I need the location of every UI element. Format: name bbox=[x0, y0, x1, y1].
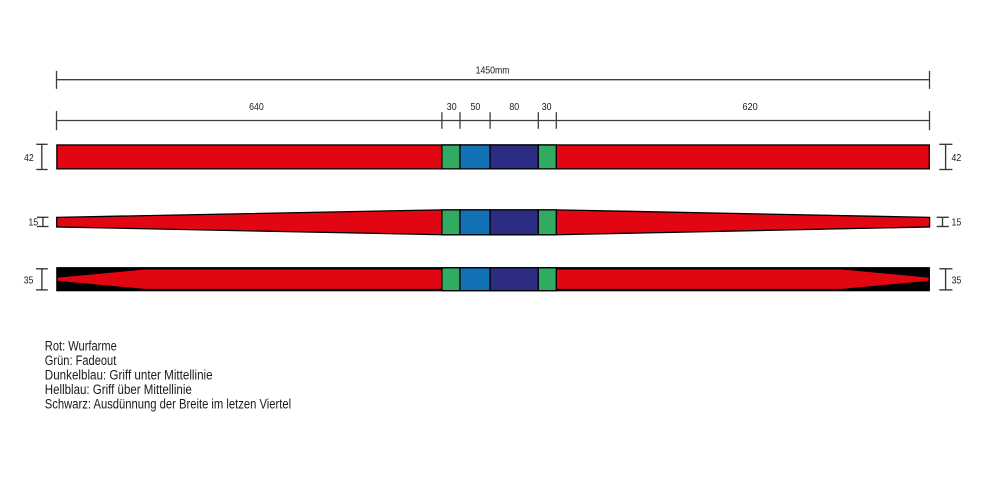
svg-text:Schwarz: Ausdünnung der Breite: Schwarz: Ausdünnung der Breite im letzen… bbox=[45, 396, 291, 412]
svg-text:15: 15 bbox=[28, 217, 38, 228]
svg-text:Rot: Wurfarme: Rot: Wurfarme bbox=[45, 339, 117, 355]
svg-text:50: 50 bbox=[471, 102, 481, 113]
svg-text:640: 640 bbox=[249, 102, 264, 113]
svg-text:35: 35 bbox=[952, 275, 962, 286]
svg-text:Dunkelblau: Griff unter Mittel: Dunkelblau: Griff unter Mittellinie bbox=[45, 368, 213, 384]
svg-text:15: 15 bbox=[952, 217, 962, 228]
svg-text:42: 42 bbox=[952, 153, 962, 164]
svg-text:1450mm: 1450mm bbox=[476, 65, 510, 76]
svg-text:Grün: Fadeout: Grün: Fadeout bbox=[45, 353, 117, 369]
svg-text:30: 30 bbox=[542, 102, 552, 113]
svg-text:35: 35 bbox=[24, 275, 34, 286]
svg-text:42: 42 bbox=[24, 153, 34, 164]
svg-text:620: 620 bbox=[742, 102, 758, 113]
svg-text:80: 80 bbox=[509, 102, 519, 113]
svg-text:Hellblau: Griff über Mittellin: Hellblau: Griff über Mittellinie bbox=[45, 382, 192, 398]
svg-text:30: 30 bbox=[447, 102, 457, 113]
